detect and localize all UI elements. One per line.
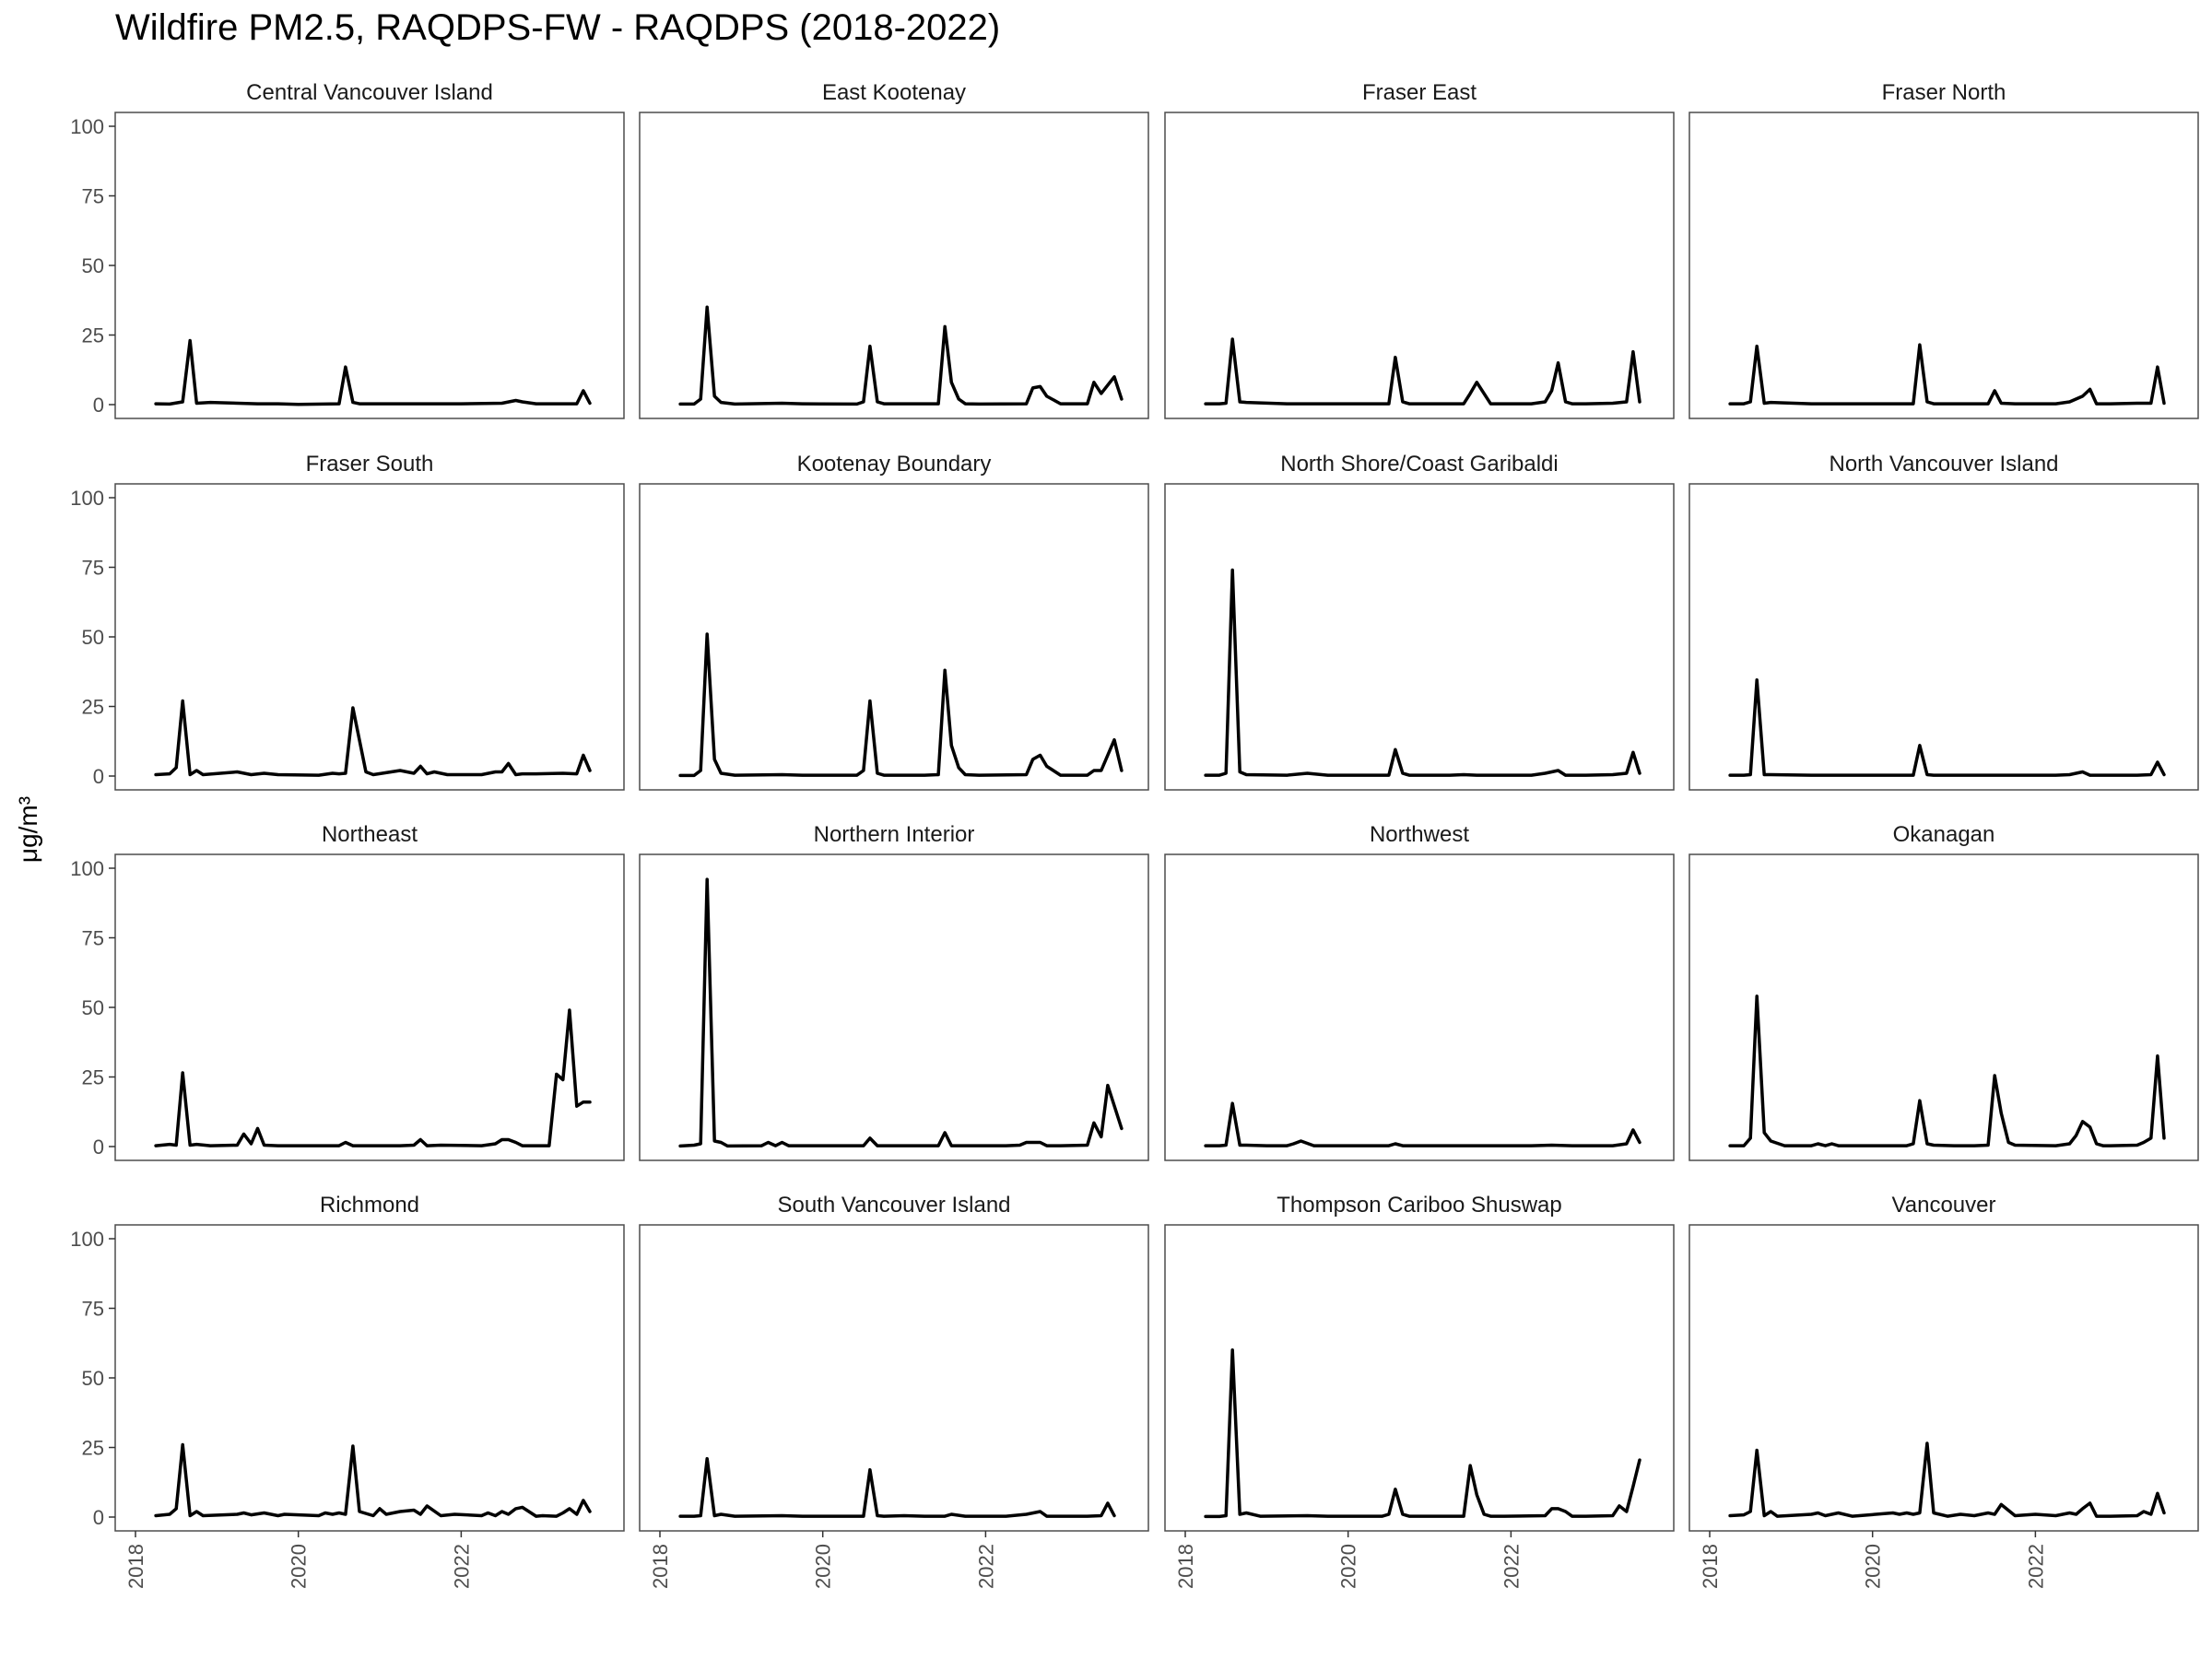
- y-axis-label: μg/m³: [14, 796, 42, 863]
- chart-title: Wildfire PM2.5, RAQDPS-FW - RAQDPS (2018…: [115, 7, 1001, 48]
- panel-frame-fraser-east: [1164, 112, 1675, 419]
- y-tick-label: 0: [93, 1135, 104, 1159]
- panel-frame-thompson-cariboo-shuswap: [1164, 1224, 1675, 1532]
- x-tick-label: 2018: [649, 1544, 672, 1589]
- y-tick-label: 25: [82, 696, 104, 719]
- panel-title-fraser-east: Fraser East: [1362, 80, 1477, 105]
- y-tick-label: 0: [93, 765, 104, 788]
- panel-title-northwest: Northwest: [1370, 822, 1469, 847]
- series-line-fraser-south: [154, 699, 592, 777]
- x-tick-label: 2018: [124, 1544, 147, 1589]
- panel-frame-north-vancouver-island: [1688, 483, 2199, 791]
- series-line-vancouver: [1728, 1441, 2166, 1518]
- panel-frame-northeast: [114, 853, 625, 1161]
- y-tick-label: 100: [70, 1228, 104, 1251]
- series-line-east-kootenay: [678, 305, 1124, 406]
- panel-title-north-vancouver-island: North Vancouver Island: [1829, 452, 2058, 477]
- series-line-richmond: [154, 1442, 592, 1518]
- x-tick-label: 2020: [1862, 1544, 1885, 1589]
- panel-title-fraser-south: Fraser South: [306, 452, 434, 477]
- y-tick-label: 100: [70, 487, 104, 510]
- y-tick-label: 75: [82, 557, 104, 580]
- x-tick-label: 2022: [2024, 1544, 2047, 1589]
- y-tick-label: 75: [82, 185, 104, 208]
- panel-frame-east-kootenay: [639, 112, 1149, 419]
- y-tick-label: 50: [82, 254, 104, 277]
- panel-title-northeast: Northeast: [322, 822, 418, 847]
- panel-frame-okanagan: [1688, 853, 2199, 1161]
- series-line-north-vancouver-island: [1728, 678, 2166, 777]
- panel-frame-kootenay-boundary: [639, 483, 1149, 791]
- y-tick-label: 25: [82, 1066, 104, 1089]
- panel-title-east-kootenay: East Kootenay: [822, 80, 966, 105]
- series-line-fraser-north: [1728, 343, 2166, 406]
- y-tick-label: 50: [82, 626, 104, 649]
- y-tick-label: 100: [70, 857, 104, 880]
- panel-frame-central-vancouver-island: [114, 112, 625, 419]
- panel-title-fraser-north: Fraser North: [1882, 80, 2006, 105]
- x-tick-label: 2022: [450, 1544, 473, 1589]
- panel-frame-northern-interior: [639, 853, 1149, 1161]
- x-tick-label: 2022: [974, 1544, 997, 1589]
- x-tick-label: 2020: [288, 1544, 311, 1589]
- y-tick-label: 75: [82, 1298, 104, 1321]
- panel-frame-fraser-south: [114, 483, 625, 791]
- y-tick-label: 100: [70, 115, 104, 138]
- series-line-northeast: [154, 1008, 592, 1147]
- panel-title-north-shore-coast-garibaldi: North Shore/Coast Garibaldi: [1280, 452, 1558, 477]
- series-line-south-vancouver-island: [678, 1456, 1116, 1518]
- panel-title-vancouver: Vancouver: [1892, 1193, 1996, 1218]
- panel-title-thompson-cariboo-shuswap: Thompson Cariboo Shuswap: [1277, 1193, 1562, 1218]
- y-tick-label: 75: [82, 927, 104, 950]
- y-tick-label: 0: [93, 394, 104, 417]
- series-line-northwest: [1204, 1101, 1641, 1147]
- series-line-fraser-east: [1204, 337, 1641, 406]
- y-tick-label: 25: [82, 324, 104, 347]
- panel-frame-fraser-north: [1688, 112, 2199, 419]
- y-tick-label: 25: [82, 1437, 104, 1460]
- y-tick-label: 0: [93, 1506, 104, 1529]
- x-tick-label: 2020: [1337, 1544, 1360, 1589]
- panel-title-central-vancouver-island: Central Vancouver Island: [246, 80, 493, 105]
- series-line-kootenay-boundary: [678, 632, 1124, 778]
- x-tick-label: 2022: [1500, 1544, 1523, 1589]
- series-line-north-shore-coast-garibaldi: [1204, 568, 1641, 777]
- x-tick-label: 2020: [812, 1544, 835, 1589]
- series-line-thompson-cariboo-shuswap: [1204, 1348, 1641, 1519]
- series-line-okanagan: [1728, 994, 2166, 1147]
- panel-title-okanagan: Okanagan: [1893, 822, 1995, 847]
- panel-frame-vancouver: [1688, 1224, 2199, 1532]
- y-tick-label: 50: [82, 1367, 104, 1390]
- y-tick-label: 50: [82, 996, 104, 1019]
- panel-frame-northwest: [1164, 853, 1675, 1161]
- panel-title-kootenay-boundary: Kootenay Boundary: [797, 452, 992, 477]
- series-line-northern-interior: [678, 877, 1124, 1148]
- panel-title-richmond: Richmond: [320, 1193, 419, 1218]
- x-tick-label: 2018: [1174, 1544, 1197, 1589]
- panel-title-northern-interior: Northern Interior: [814, 822, 975, 847]
- panel-frame-north-shore-coast-garibaldi: [1164, 483, 1675, 791]
- panel-frame-south-vancouver-island: [639, 1224, 1149, 1532]
- panel-title-south-vancouver-island: South Vancouver Island: [777, 1193, 1010, 1218]
- series-line-central-vancouver-island: [154, 338, 592, 406]
- x-tick-label: 2018: [1699, 1544, 1722, 1589]
- panel-frame-richmond: [114, 1224, 625, 1532]
